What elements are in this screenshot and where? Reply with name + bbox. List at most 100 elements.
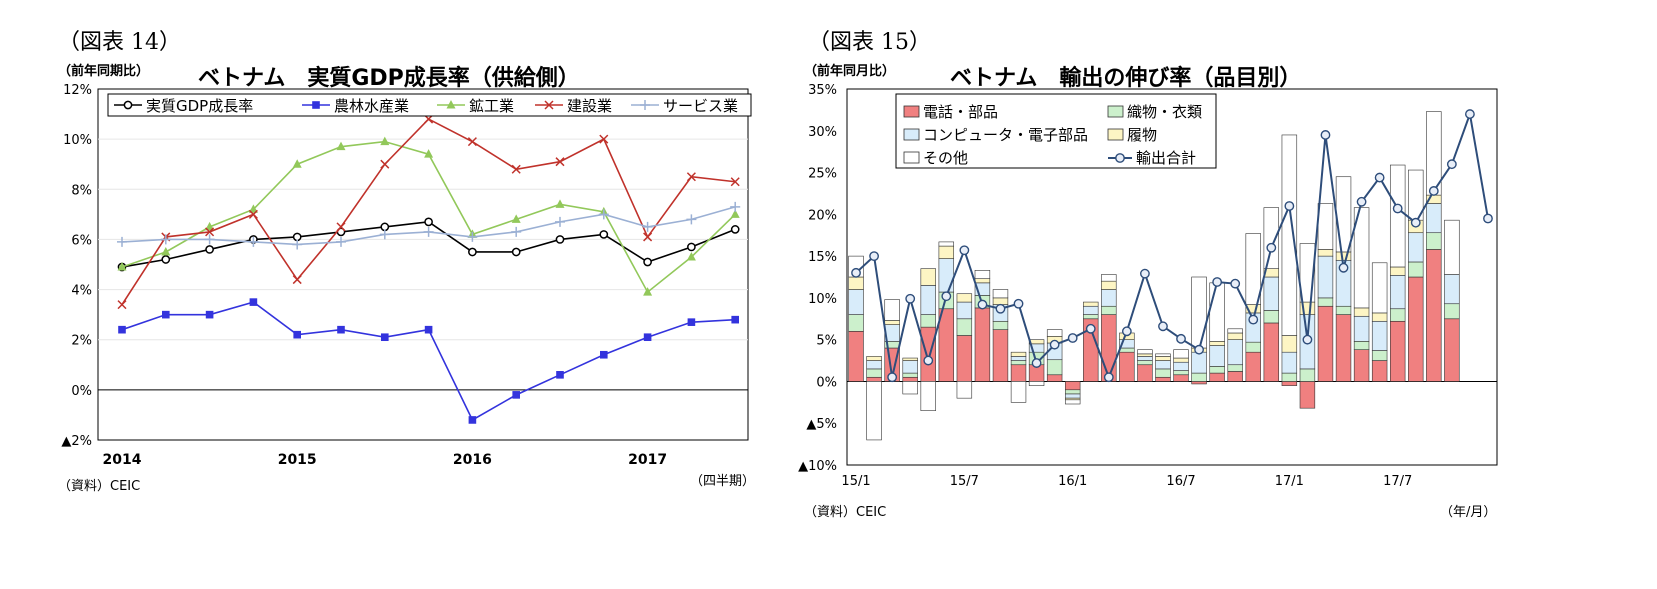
data-point bbox=[381, 333, 389, 342]
y-tick-label: 8% bbox=[71, 183, 92, 198]
total-export-point bbox=[1338, 262, 1349, 273]
total-export-point bbox=[1212, 277, 1223, 287]
bar-segment-履物 bbox=[1137, 353, 1153, 357]
y-tick-label: ▲2% bbox=[61, 434, 92, 449]
total-export-point bbox=[905, 293, 916, 304]
total-export-point bbox=[1085, 323, 1096, 334]
bar-segment-コンピュータ・電子部品 bbox=[1173, 361, 1189, 371]
data-point bbox=[512, 391, 520, 399]
total-export-point bbox=[1356, 196, 1367, 207]
y-tick-label: 35% bbox=[808, 83, 837, 98]
gdp-chart-series bbox=[117, 114, 741, 424]
legend-label: 鉱工業 bbox=[469, 97, 514, 115]
y-tick-label: 20% bbox=[808, 208, 837, 223]
bar-segment-電話・部品 bbox=[1155, 376, 1171, 382]
bar-segment-電話・部品 bbox=[1209, 372, 1225, 382]
gdp-growth-chart: ▲2% 0% 2% 4% 6% 8% 10% 12% 2014 2015 2016 2017 実質G… bbox=[61, 83, 752, 468]
data-point bbox=[117, 236, 127, 247]
data-point bbox=[643, 287, 653, 296]
total-export-point bbox=[1483, 213, 1493, 224]
bar-segment-履物 bbox=[848, 276, 864, 290]
legend-label: コンピュータ・電子部品 bbox=[923, 126, 1088, 144]
bar-segment-コンピュータ・電子部品 bbox=[1137, 356, 1153, 361]
data-point bbox=[380, 222, 390, 232]
data-point bbox=[292, 159, 302, 168]
data-point bbox=[468, 416, 477, 424]
x-tick-label: 2017 bbox=[628, 452, 667, 468]
bar-segment-織物・衣類 bbox=[902, 372, 918, 378]
legend-box bbox=[895, 93, 1217, 169]
legend-marker bbox=[1115, 153, 1125, 163]
x-tick-label: 2015 bbox=[278, 452, 317, 468]
bar-segment-コンピュータ・電子部品 bbox=[1426, 203, 1442, 234]
data-point bbox=[555, 199, 565, 208]
legend-label: 実質GDP成長率 bbox=[146, 97, 253, 115]
bar-segment-コンピュータ・電子部品 bbox=[1281, 351, 1298, 374]
bar-segment-コンピュータ・電子部品 bbox=[1353, 315, 1370, 342]
legend-marker bbox=[312, 101, 320, 109]
bar-segment-その他 bbox=[1101, 274, 1117, 282]
bar-segment-コンピュータ・電子部品 bbox=[1191, 351, 1207, 374]
data-point bbox=[730, 177, 740, 187]
bar-segment-コンピュータ・電子部品 bbox=[1227, 339, 1243, 366]
bar-segment-履物 bbox=[992, 297, 1009, 305]
bar-segment-電話・部品 bbox=[1064, 381, 1081, 391]
bar-segment-履物 bbox=[920, 268, 936, 286]
y-tick-label: 30% bbox=[808, 125, 837, 140]
total-export-point bbox=[1013, 298, 1024, 309]
bar-segment-織物・衣類 bbox=[1299, 368, 1316, 382]
data-point bbox=[642, 221, 653, 232]
data-point bbox=[687, 318, 696, 326]
total-export-line bbox=[855, 110, 1489, 381]
total-export-point bbox=[1140, 268, 1150, 279]
bar-segment-その他 bbox=[1389, 164, 1406, 268]
y-tick-label: 6% bbox=[71, 233, 92, 248]
data-point bbox=[292, 239, 303, 250]
bar-segment-コンピュータ・電子部品 bbox=[1263, 276, 1280, 311]
bar-segment-織物・衣類 bbox=[1010, 360, 1027, 366]
data-point bbox=[205, 221, 215, 231]
bar-segment-履物 bbox=[1353, 307, 1370, 317]
bar-segment-織物・衣類 bbox=[1335, 305, 1352, 315]
bar-segment-電話・部品 bbox=[992, 329, 1009, 382]
bar-segment-履物 bbox=[1317, 249, 1334, 257]
bar-segment-履物 bbox=[956, 293, 973, 303]
bar-segment-織物・衣類 bbox=[1317, 297, 1334, 307]
gdp-chart-x-ticks: 2014 2015 2016 2017 bbox=[103, 452, 668, 468]
total-export-point bbox=[1031, 358, 1042, 368]
data-point bbox=[424, 217, 433, 227]
bar-segment-織物・衣類 bbox=[1209, 366, 1225, 374]
bar-segment-その他 bbox=[1317, 203, 1334, 250]
data-point bbox=[292, 275, 302, 285]
bar-segment-電話・部品 bbox=[938, 308, 955, 382]
bar-segment-コンピュータ・電子部品 bbox=[1408, 232, 1424, 263]
bar-segment-コンピュータ・電子部品 bbox=[866, 360, 882, 370]
data-point bbox=[293, 330, 301, 339]
data-point bbox=[511, 214, 521, 223]
bar-segment-その他 bbox=[1281, 134, 1298, 336]
bar-segment-履物 bbox=[1173, 357, 1189, 363]
total-export-point bbox=[1374, 172, 1385, 183]
bar-segment-コンピュータ・電子部品 bbox=[1444, 274, 1460, 305]
bar-segment-織物・衣類 bbox=[1281, 372, 1298, 382]
export-growth-chart: ▲10% ▲5% 0% 5% 10% 15% 20% 25% 30% 35% 15/1 15/7 16… bbox=[798, 83, 1498, 489]
bar-segment-織物・衣類 bbox=[1426, 232, 1442, 250]
bar-segment-コンピュータ・電子部品 bbox=[848, 289, 864, 315]
bar-segment-織物・衣類 bbox=[1137, 360, 1153, 366]
total-export-point bbox=[977, 299, 988, 310]
data-point bbox=[205, 245, 214, 254]
bar-segment-電話・部品 bbox=[1263, 322, 1280, 382]
bar-segment-その他 bbox=[920, 381, 936, 411]
bar-segment-電話・部品 bbox=[1426, 249, 1442, 382]
data-point bbox=[555, 157, 565, 167]
data-point bbox=[161, 246, 171, 256]
export-chart-bars bbox=[848, 111, 1460, 441]
data-point bbox=[556, 371, 564, 379]
bar-segment-電話・部品 bbox=[848, 331, 864, 382]
bar-segment-履物 bbox=[866, 356, 882, 361]
fig14-x-unit: （四半期） bbox=[690, 474, 756, 489]
total-export-point bbox=[1121, 326, 1132, 337]
bar-segment-電話・部品 bbox=[1010, 364, 1027, 382]
bar-segment-織物・衣類 bbox=[1263, 310, 1280, 324]
